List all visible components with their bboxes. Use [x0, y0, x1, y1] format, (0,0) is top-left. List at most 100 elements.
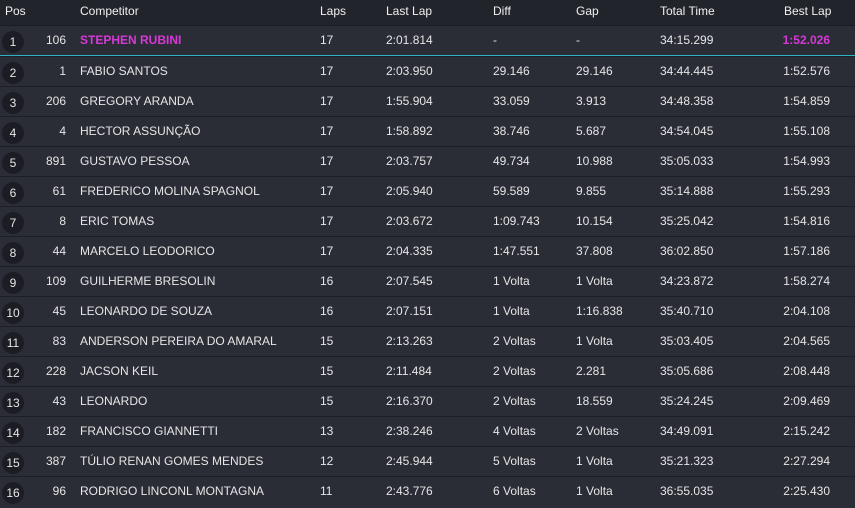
table-row[interactable]: 3 206 GREGORY ARANDA 17 1:55.904 33.059 3.913 3… — [0, 86, 855, 116]
position-badge: 5 — [2, 152, 24, 174]
total-time-value: 35:05.033 — [660, 154, 714, 168]
diff-value: 49.734 — [493, 154, 530, 168]
table-row[interactable]: 5 891 GUSTAVO PESSOA 17 2:03.757 49.734 10.988… — [0, 146, 855, 176]
total-time-value: 36:55.035 — [660, 484, 714, 498]
header-total-time[interactable]: Total Time — [660, 4, 715, 18]
header-best-lap[interactable]: Best Lap — [784, 4, 832, 18]
diff-value: 6 Voltas — [493, 484, 536, 498]
competitor-number: 206 — [45, 94, 66, 108]
gap-value: 1 Volta — [576, 454, 613, 468]
total-time-value: 35:05.686 — [660, 364, 714, 378]
gap-value: 1 Volta — [576, 274, 613, 288]
table-row[interactable]: 4 4 HECTOR ASSUNÇÃO 17 1:58.892 38.746 5.687 34… — [0, 116, 855, 146]
competitor-number: 182 — [45, 424, 66, 438]
table-row[interactable]: 12 228 JACSON KEIL 15 2:11.484 2 Voltas 2.281 3… — [0, 356, 855, 386]
gap-value: 18.559 — [576, 394, 613, 408]
best-lap-value: 1:54.816 — [783, 214, 830, 228]
table-row[interactable]: 11 83 ANDERSON PEREIRA DO AMARAL 15 2:13.263… — [0, 326, 855, 356]
total-time-value: 35:21.323 — [660, 454, 714, 468]
competitor-name: JACSON KEIL — [80, 364, 159, 378]
table-row[interactable]: 9 109 GUILHERME BRESOLIN 16 2:07.545 1 Volta 1… — [0, 266, 855, 296]
position-badge: 7 — [2, 212, 24, 234]
last-lap-value: 2:05.940 — [386, 184, 433, 198]
laps-value: 16 — [320, 304, 334, 318]
position-badge: 15 — [2, 452, 24, 474]
total-time-value: 34:15.299 — [660, 33, 714, 47]
position-badge: 12 — [2, 362, 24, 384]
competitor-name: TÚLIO RENAN GOMES MENDES — [80, 454, 264, 468]
diff-value: 38.746 — [493, 124, 530, 138]
table-row[interactable]: 1 106 STEPHEN RUBINI 17 2:01.814 - - 34:15.299 1… — [0, 26, 855, 56]
competitor-number: 61 — [52, 184, 66, 198]
competitor-name: LEONARDO — [80, 394, 148, 408]
table-body: 1 106 STEPHEN RUBINI 17 2:01.814 - - 34:15.299 1… — [0, 26, 855, 506]
table-row[interactable]: 7 8 ERIC TOMAS 17 2:03.672 1:09.743 10.154 35:2… — [0, 206, 855, 236]
best-lap-value: 1:54.859 — [783, 94, 830, 108]
position-badge: 8 — [2, 242, 24, 264]
competitor-name: FABIO SANTOS — [80, 64, 168, 78]
competitor-number: 44 — [52, 244, 66, 258]
laps-value: 17 — [320, 154, 334, 168]
competitor-number: 4 — [59, 124, 66, 138]
laps-value: 17 — [320, 64, 334, 78]
table-row[interactable]: 15 387 TÚLIO RENAN GOMES MENDES 12 2:45.944 5… — [0, 446, 855, 476]
laps-value: 17 — [320, 184, 334, 198]
total-time-value: 35:24.245 — [660, 394, 714, 408]
position-badge: 3 — [2, 92, 24, 114]
competitor-number: 43 — [52, 394, 66, 408]
best-lap-value: 1:55.293 — [783, 184, 830, 198]
diff-value: 2 Voltas — [493, 334, 536, 348]
table-header: Pos Competitor Laps Last Lap Diff Gap To… — [0, 0, 855, 26]
total-time-value: 35:40.710 — [660, 304, 714, 318]
diff-value: 1 Volta — [493, 304, 530, 318]
position-badge: 16 — [2, 482, 24, 504]
gap-value: 29.146 — [576, 64, 613, 78]
table-row[interactable]: 2 1 FABIO SANTOS 17 2:03.950 29.146 29.146 34:4… — [0, 56, 855, 86]
laps-value: 13 — [320, 424, 334, 438]
position-badge: 2 — [2, 62, 24, 84]
header-gap[interactable]: Gap — [576, 4, 599, 18]
laps-value: 17 — [320, 94, 334, 108]
competitor-number: 8 — [59, 214, 66, 228]
header-competitor[interactable]: Competitor — [80, 4, 139, 18]
diff-value: 1 Volta — [493, 274, 530, 288]
competitor-name: STEPHEN RUBINI — [80, 33, 182, 47]
table-row[interactable]: 14 182 FRANCISCO GIANNETTI 13 2:38.246 4 Volt… — [0, 416, 855, 446]
competitor-name: ANDERSON PEREIRA DO AMARAL — [80, 334, 277, 348]
last-lap-value: 2:13.263 — [386, 334, 433, 348]
gap-value: - — [576, 33, 580, 47]
competitor-number: 387 — [45, 454, 66, 468]
laps-value: 17 — [320, 124, 334, 138]
laps-value: 12 — [320, 454, 334, 468]
table-row[interactable]: 8 44 MARCELO LEODORICO 17 2:04.335 1:47.551 37… — [0, 236, 855, 266]
diff-value: - — [493, 33, 497, 47]
table-row[interactable]: 16 96 RODRIGO LINCONL MONTAGNA 11 2:43.776 6 … — [0, 476, 855, 506]
table-row[interactable]: 13 43 LEONARDO 15 2:16.370 2 Voltas 18.559 35:2… — [0, 386, 855, 416]
table-row[interactable]: 6 61 FREDERICO MOLINA SPAGNOL 17 2:05.940 59.… — [0, 176, 855, 206]
last-lap-value: 2:43.776 — [386, 484, 433, 498]
competitor-number: 106 — [45, 33, 66, 47]
best-lap-value: 1:55.108 — [783, 124, 830, 138]
best-lap-value: 1:57.186 — [783, 244, 830, 258]
position-badge: 13 — [2, 392, 24, 414]
gap-value: 1 Volta — [576, 484, 613, 498]
total-time-value: 34:49.091 — [660, 424, 714, 438]
header-pos[interactable]: Pos — [5, 4, 26, 18]
total-time-value: 34:44.445 — [660, 64, 714, 78]
diff-value: 33.059 — [493, 94, 530, 108]
header-laps[interactable]: Laps — [320, 4, 347, 18]
header-diff[interactable]: Diff — [493, 4, 511, 18]
last-lap-value: 2:03.757 — [386, 154, 433, 168]
competitor-name: LEONARDO DE SOUZA — [80, 304, 213, 318]
position-badge: 1 — [2, 31, 24, 53]
position-badge: 4 — [2, 122, 24, 144]
last-lap-value: 2:01.814 — [386, 33, 433, 47]
total-time-value: 35:14.888 — [660, 184, 714, 198]
table-row[interactable]: 10 45 LEONARDO DE SOUZA 16 2:07.151 1 Volta 1:… — [0, 296, 855, 326]
total-time-value: 35:03.405 — [660, 334, 714, 348]
total-time-value: 35:25.042 — [660, 214, 714, 228]
best-lap-value: 2:27.294 — [783, 454, 830, 468]
header-last-lap[interactable]: Last Lap — [386, 4, 433, 18]
position-badge: 11 — [2, 332, 24, 354]
diff-value: 1:09.743 — [493, 214, 540, 228]
